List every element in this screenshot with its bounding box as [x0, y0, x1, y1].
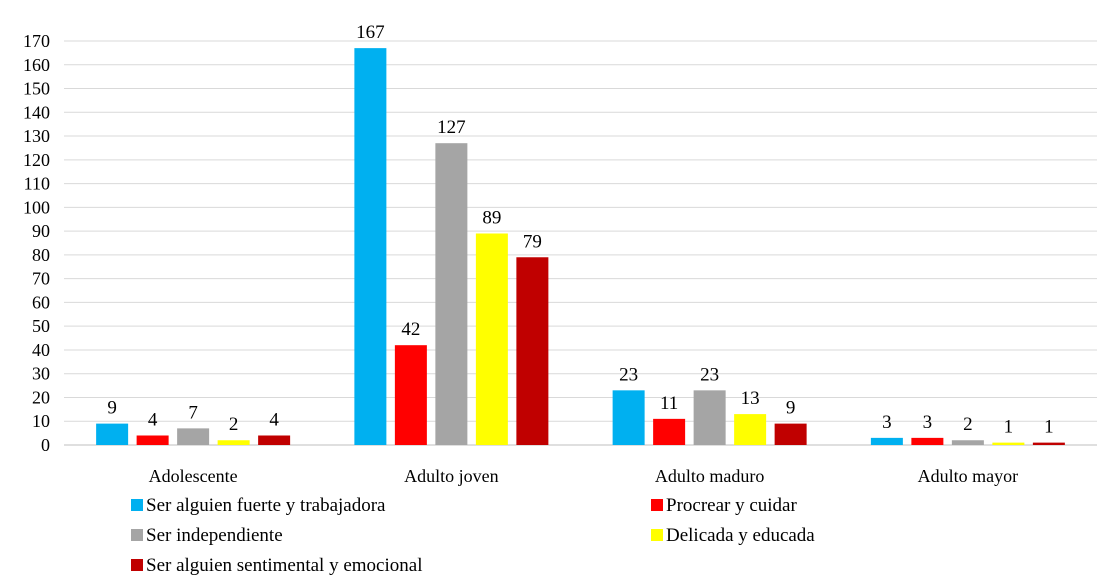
data-label: 1	[1044, 417, 1054, 438]
legend-label: Ser alguien fuerte y trabajadora	[146, 495, 386, 516]
legend-label: Procrear y cuidar	[666, 495, 797, 516]
data-label: 9	[786, 398, 796, 419]
data-label: 3	[923, 412, 933, 433]
legend-item: Delicada y educada	[651, 525, 815, 546]
x-tick-label: Adulto mayor	[918, 466, 1019, 486]
x-tick-label: Adolescente	[149, 466, 238, 486]
bar	[992, 442, 1025, 445]
legend-swatch	[651, 529, 663, 541]
legend-item: Procrear y cuidar	[651, 495, 797, 516]
y-tick-label: 60	[32, 292, 50, 312]
bars	[96, 48, 1065, 445]
data-label: 89	[482, 207, 501, 228]
y-tick-label: 20	[32, 387, 50, 407]
bar	[734, 414, 767, 445]
legend: Ser alguien fuerte y trabajadora Procrear…	[131, 495, 815, 576]
gridlines	[64, 40, 1097, 446]
data-label: 11	[660, 393, 678, 414]
data-label: 4	[269, 409, 279, 430]
bar	[96, 423, 129, 445]
data-label: 4	[148, 409, 158, 430]
bar	[217, 440, 250, 445]
bar	[774, 423, 807, 445]
bar	[475, 233, 508, 445]
legend-label: Ser independiente	[146, 525, 283, 546]
legend-label: Ser alguien sentimental y emocional	[146, 555, 422, 576]
bar	[870, 437, 903, 445]
x-tick-label: Adulto joven	[404, 466, 499, 486]
legend-swatch	[651, 499, 663, 511]
bar	[1032, 442, 1065, 445]
legend-swatch	[131, 499, 143, 511]
y-tick-label: 140	[23, 102, 50, 122]
bar	[693, 390, 726, 445]
bar	[136, 435, 169, 445]
bar	[612, 390, 645, 445]
legend-label: Delicada y educada	[666, 525, 815, 546]
bar	[394, 345, 427, 445]
bar	[653, 418, 686, 445]
bar	[354, 48, 387, 445]
data-label: 2	[229, 414, 239, 435]
x-tick-label: Adulto maduro	[655, 466, 765, 486]
legend-item: Ser alguien sentimental y emocional	[131, 555, 422, 576]
y-tick-label: 50	[32, 316, 50, 336]
bar	[911, 437, 944, 445]
y-tick-label: 120	[23, 150, 50, 170]
y-axis-tick-labels: 0 10 20 30 40 50 60 70 80 90 100 110 120 130 140 150 160…	[23, 31, 50, 455]
y-tick-label: 80	[32, 245, 50, 265]
y-tick-label: 110	[24, 174, 50, 194]
data-label: 23	[619, 364, 638, 385]
legend-swatch	[131, 559, 143, 571]
bar	[435, 143, 468, 445]
data-label: 167	[356, 22, 385, 43]
y-tick-label: 30	[32, 364, 50, 384]
y-tick-label: 130	[23, 126, 50, 146]
y-tick-label: 90	[32, 221, 50, 241]
x-axis-category-labels: Adolescente Adulto joven Adulto maduro Adul…	[149, 466, 1018, 486]
bar	[177, 428, 210, 445]
data-label: 7	[188, 402, 198, 423]
bar	[516, 257, 549, 445]
y-tick-label: 0	[41, 435, 50, 455]
data-label: 23	[700, 364, 719, 385]
y-tick-label: 10	[32, 411, 50, 431]
y-tick-label: 40	[32, 340, 50, 360]
legend-swatch	[131, 529, 143, 541]
bar	[258, 435, 291, 445]
y-tick-label: 70	[32, 269, 50, 289]
data-label: 2	[963, 414, 973, 435]
y-tick-label: 160	[23, 55, 50, 75]
legend-item: Ser independiente	[131, 525, 283, 546]
y-tick-label: 150	[23, 79, 50, 99]
data-label: 13	[741, 388, 760, 409]
data-label: 3	[882, 412, 892, 433]
bar	[951, 440, 984, 445]
data-label: 9	[107, 398, 117, 419]
data-label: 42	[401, 319, 420, 340]
y-tick-label: 170	[23, 31, 50, 51]
data-label: 1	[1004, 417, 1014, 438]
data-label: 79	[523, 231, 542, 252]
y-tick-label: 100	[23, 197, 50, 217]
data-label: 127	[437, 117, 466, 138]
legend-item: Ser alguien fuerte y trabajadora	[131, 495, 386, 516]
